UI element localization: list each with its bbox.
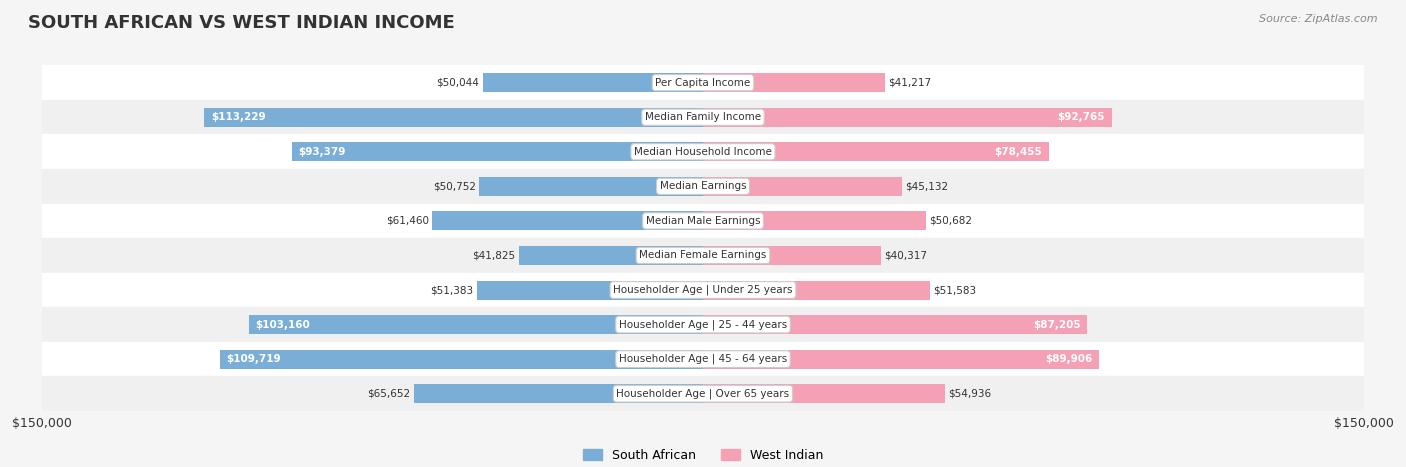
Text: $109,719: $109,719 [226,354,281,364]
Text: Source: ZipAtlas.com: Source: ZipAtlas.com [1260,14,1378,24]
Bar [249,315,703,334]
Bar [42,65,1364,100]
Text: $51,383: $51,383 [430,285,474,295]
Text: $40,317: $40,317 [884,250,927,261]
Text: $41,825: $41,825 [472,250,516,261]
Legend: South African, West Indian: South African, West Indian [578,444,828,467]
Text: $50,752: $50,752 [433,181,477,191]
Text: Householder Age | Over 65 years: Householder Age | Over 65 years [616,389,790,399]
Text: $61,460: $61,460 [385,216,429,226]
Bar [219,350,703,368]
Text: Median Male Earnings: Median Male Earnings [645,216,761,226]
Bar [42,238,1364,273]
Bar [477,281,703,299]
Text: $50,044: $50,044 [436,78,479,88]
Text: Median Household Income: Median Household Income [634,147,772,157]
Bar [204,108,703,127]
Bar [42,134,1364,169]
Bar [42,100,1364,134]
Text: $93,379: $93,379 [298,147,346,157]
Bar [703,142,1049,161]
Bar [519,246,703,265]
Text: $92,765: $92,765 [1057,112,1105,122]
Text: Householder Age | 45 - 64 years: Householder Age | 45 - 64 years [619,354,787,364]
Bar [482,73,703,92]
Text: Median Earnings: Median Earnings [659,181,747,191]
Text: $78,455: $78,455 [994,147,1042,157]
Bar [479,177,703,196]
Text: Householder Age | Under 25 years: Householder Age | Under 25 years [613,285,793,295]
Bar [703,177,901,196]
Text: $41,217: $41,217 [887,78,931,88]
Text: $65,652: $65,652 [367,389,411,399]
Text: $113,229: $113,229 [211,112,266,122]
Bar [42,204,1364,238]
Bar [42,342,1364,376]
Text: Median Family Income: Median Family Income [645,112,761,122]
Text: $54,936: $54,936 [948,389,991,399]
Text: $51,583: $51,583 [934,285,977,295]
Bar [42,169,1364,204]
Bar [703,315,1087,334]
Bar [42,307,1364,342]
Bar [413,384,703,403]
Bar [703,246,880,265]
Bar [291,142,703,161]
Bar [703,212,927,230]
Bar [432,212,703,230]
Text: $103,160: $103,160 [254,319,309,330]
Bar [703,108,1112,127]
Bar [703,281,931,299]
Text: $50,682: $50,682 [929,216,973,226]
Bar [42,273,1364,307]
Bar [42,376,1364,411]
Bar [703,73,884,92]
Bar [703,384,945,403]
Text: SOUTH AFRICAN VS WEST INDIAN INCOME: SOUTH AFRICAN VS WEST INDIAN INCOME [28,14,456,32]
Text: $87,205: $87,205 [1033,319,1081,330]
Bar [703,350,1099,368]
Text: $45,132: $45,132 [905,181,948,191]
Text: Median Female Earnings: Median Female Earnings [640,250,766,261]
Text: $89,906: $89,906 [1045,354,1092,364]
Text: Householder Age | 25 - 44 years: Householder Age | 25 - 44 years [619,319,787,330]
Text: Per Capita Income: Per Capita Income [655,78,751,88]
